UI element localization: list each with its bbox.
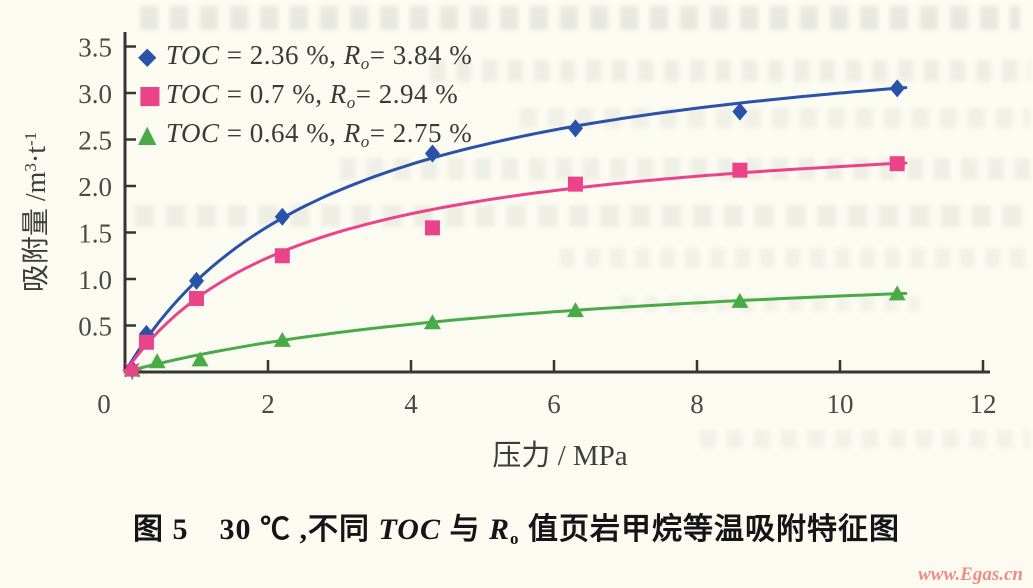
legend-row-toc07: ■ TOC = 0.7 %, Ro= 2.94 % [138, 79, 458, 113]
legend-toc-value: = 0.64 %, [219, 118, 344, 148]
square-marker-icon: ■ [138, 80, 163, 109]
star-marker [121, 359, 143, 381]
y-axis-title-text: 吸附量 /m [21, 171, 52, 293]
x-tick-label: 6 [547, 389, 561, 419]
fitted-curve [123, 161, 908, 374]
fitted-curve [123, 86, 908, 374]
series-diamond [123, 79, 908, 379]
diamond-marker [567, 119, 583, 138]
triangle-marker-icon: ▲ [138, 120, 157, 148]
x-tick-label: 10 [827, 389, 854, 419]
caption-part1: 图 5 30 ℃ ,不同 [133, 513, 379, 546]
square-marker [889, 156, 905, 172]
caption-toc: TOC [378, 513, 441, 546]
triangle-marker [148, 353, 166, 369]
diamond-marker [189, 271, 204, 290]
y-tick-label: 2.5 [78, 126, 112, 156]
triangle-marker [273, 331, 291, 347]
legend-toc-label: TOC [166, 79, 220, 109]
x-tick-label: 12 [970, 389, 997, 419]
caption-ro-subscript: o [509, 529, 520, 548]
legend-ro-subscript: o [346, 93, 356, 112]
x-axis-title: 压力 / MPa [492, 440, 628, 472]
y-axis-title-sup3: 3 [21, 163, 40, 172]
square-marker [274, 248, 290, 264]
legend-ro-value: = 2.94 % [355, 79, 459, 109]
triangle-marker [423, 314, 441, 330]
y-axis-title: 吸附量 /m3·t-1 [14, 62, 54, 362]
legend-ro-label: R [343, 40, 361, 70]
x-tick-label: 2 [261, 389, 275, 419]
series-square [121, 156, 908, 381]
legend-toc-value: = 2.36 %, [219, 40, 344, 70]
figure-caption: 图 5 30 ℃ ,不同 TOC 与 Ro 值页岩甲烷等温吸附特征图 [0, 504, 1033, 549]
y-axis-title-mid: ·t [21, 146, 52, 164]
square-marker [424, 220, 440, 236]
y-tick-label: 2.0 [78, 172, 112, 202]
triangle-marker [566, 302, 584, 318]
square-marker [567, 176, 583, 192]
triangle-marker [731, 292, 749, 308]
y-tick-label: 3.5 [78, 33, 112, 63]
legend-ro-label: R [329, 79, 347, 109]
legend-ro-subscript: o [360, 54, 370, 73]
x-tick-label: 0 [97, 389, 111, 419]
triangle-marker [191, 351, 209, 367]
legend-row-toc236: ◆ TOC = 2.36 %, Ro= 3.84 % [138, 40, 472, 74]
diamond-marker [889, 79, 905, 98]
legend-ro-label: R [343, 118, 361, 148]
y-tick-label: 1.0 [78, 265, 112, 295]
legend-row-toc064: ▲ TOC = 0.64 %, Ro= 2.75 % [138, 118, 472, 152]
tick-labels: 0.5 1.0 1.5 2.0 2.5 3.0 3.5 0 2 4 6 8 10 12 [78, 33, 996, 420]
diamond-marker-icon: ◆ [138, 42, 157, 70]
fitted-curve [123, 291, 908, 374]
square-marker [138, 334, 154, 350]
triangle-marker [888, 285, 906, 301]
square-marker [732, 162, 748, 178]
diamond-marker [274, 207, 290, 226]
x-tick-label: 4 [404, 389, 418, 419]
y-tick-label: 1.5 [78, 219, 112, 249]
diamond-marker [732, 102, 748, 121]
caption-ro: R [488, 513, 510, 546]
legend-ro-value: = 3.84 % [369, 40, 473, 70]
square-marker [189, 291, 204, 307]
caption-part5: 值页岩甲烷等温吸附特征图 [519, 513, 900, 546]
y-tick-label: 0.5 [78, 312, 112, 342]
legend-ro-subscript: o [360, 132, 370, 151]
y-tick-label: 3.0 [78, 79, 112, 109]
legend-toc-label: TOC [166, 118, 220, 148]
caption-part3: 与 [440, 513, 489, 546]
y-axis-title-sup-1: -1 [21, 131, 40, 146]
website-watermark: www.Egas.cn [918, 564, 1023, 585]
series-triangle [123, 285, 908, 377]
legend-ro-value: = 2.75 % [369, 118, 473, 148]
legend-toc-label: TOC [166, 40, 220, 70]
x-tick-label: 8 [690, 389, 704, 419]
diamond-marker [424, 144, 440, 163]
legend-toc-value: = 0.7 %, [219, 79, 330, 109]
